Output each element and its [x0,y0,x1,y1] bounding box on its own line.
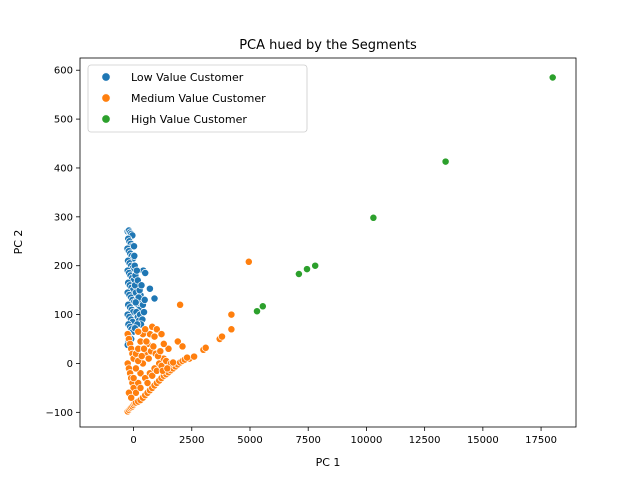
point-2-79 [143,379,152,387]
point-3-2 [441,157,450,166]
point-3-6 [294,270,303,278]
point-2-40 [173,337,182,346]
y-axis: −100 0 100 200 300 400 500 600 [46,66,80,419]
x-tick-label-6: 15000 [467,435,499,446]
point-2-66 [159,339,168,348]
point-2-91 [140,344,148,353]
point-2-73 [136,383,145,392]
point-2-71 [141,325,150,334]
point-2-86 [127,393,136,402]
legend-marker-1 [101,72,111,82]
point-2-63 [150,332,159,341]
point-1-72 [141,269,150,277]
point-2-98 [156,347,165,356]
point-2-33 [201,343,210,352]
point-2-36 [227,325,236,334]
legend-box [87,64,308,133]
y-tick-label-5: 400 [54,163,73,174]
point-2-95 [149,342,158,351]
point-2-93 [144,354,153,363]
chart-title: PCA hued by the Segments [239,38,417,53]
point-1-79 [131,298,140,307]
legend-label-2: Medium Value Customer [131,92,266,105]
legend-label-1: Low Value Customer [131,71,244,84]
point-1-73 [145,284,154,293]
point-2-92 [142,337,151,346]
point-2-57 [136,369,145,378]
point-1-65 [130,251,139,260]
point-2-31 [190,352,199,361]
y-tick-label-2: 100 [54,310,73,321]
x-axis-label: PC 1 [316,456,341,469]
point-1-74 [150,294,159,303]
y-axis-label: PC 2 [12,230,25,255]
point-2-101 [169,358,178,367]
point-2-90 [137,352,146,361]
point-3-5 [303,265,311,274]
point-2-65 [157,330,166,339]
point-2-64 [152,325,161,334]
point-2-102 [183,353,192,362]
point-2-37 [227,310,236,319]
point-2-88 [131,364,140,373]
x-tick-label-4: 10000 [351,435,383,446]
legend-marker-2 [101,93,111,103]
point-1-68 [140,308,148,317]
point-2-35 [218,332,226,341]
y-tick-label-6: 500 [54,115,73,126]
point-2-72 [134,327,143,336]
x-axis: 0 2500 5000 7500 10000 12500 15000 17500 [130,427,557,446]
series-3 [253,73,557,316]
point-3-8 [253,307,261,316]
point-2-38 [176,300,185,309]
x-tick-label-7: 17500 [525,435,557,446]
point-1-66 [130,242,138,251]
x-tick-label-3: 7500 [295,435,320,446]
point-2-39 [244,257,253,266]
point-3-1 [548,73,557,82]
point-3-4 [311,261,320,270]
series-2 [123,257,253,416]
x-tick-label-5: 12500 [409,435,441,446]
point-2-87 [129,374,138,383]
points-layer [123,73,557,416]
point-1-76 [132,266,141,275]
y-tick-label-0: −100 [46,408,73,419]
point-1-82 [140,295,149,304]
y-tick-label-4: 300 [54,212,73,223]
point-2-100 [163,364,172,373]
point-2-42 [164,344,173,353]
legend-label-3: High Value Customer [131,113,247,126]
plot-frame [79,57,577,428]
point-3-7 [258,302,267,311]
x-tick-label-0: 0 [130,435,136,446]
point-1-78 [137,281,146,290]
y-tick-label-7: 600 [54,66,73,77]
legend: Low Value Customer Medium Value Customer H… [87,64,308,133]
y-tick-label-3: 200 [54,261,73,272]
legend-marker-3 [101,114,111,124]
point-2-41 [178,342,187,351]
point-3-3 [369,213,378,222]
y-tick-label-1: 0 [67,359,73,370]
x-tick-label-1: 2500 [179,435,204,446]
x-tick-label-2: 5000 [237,435,262,446]
point-2-80 [148,371,157,380]
